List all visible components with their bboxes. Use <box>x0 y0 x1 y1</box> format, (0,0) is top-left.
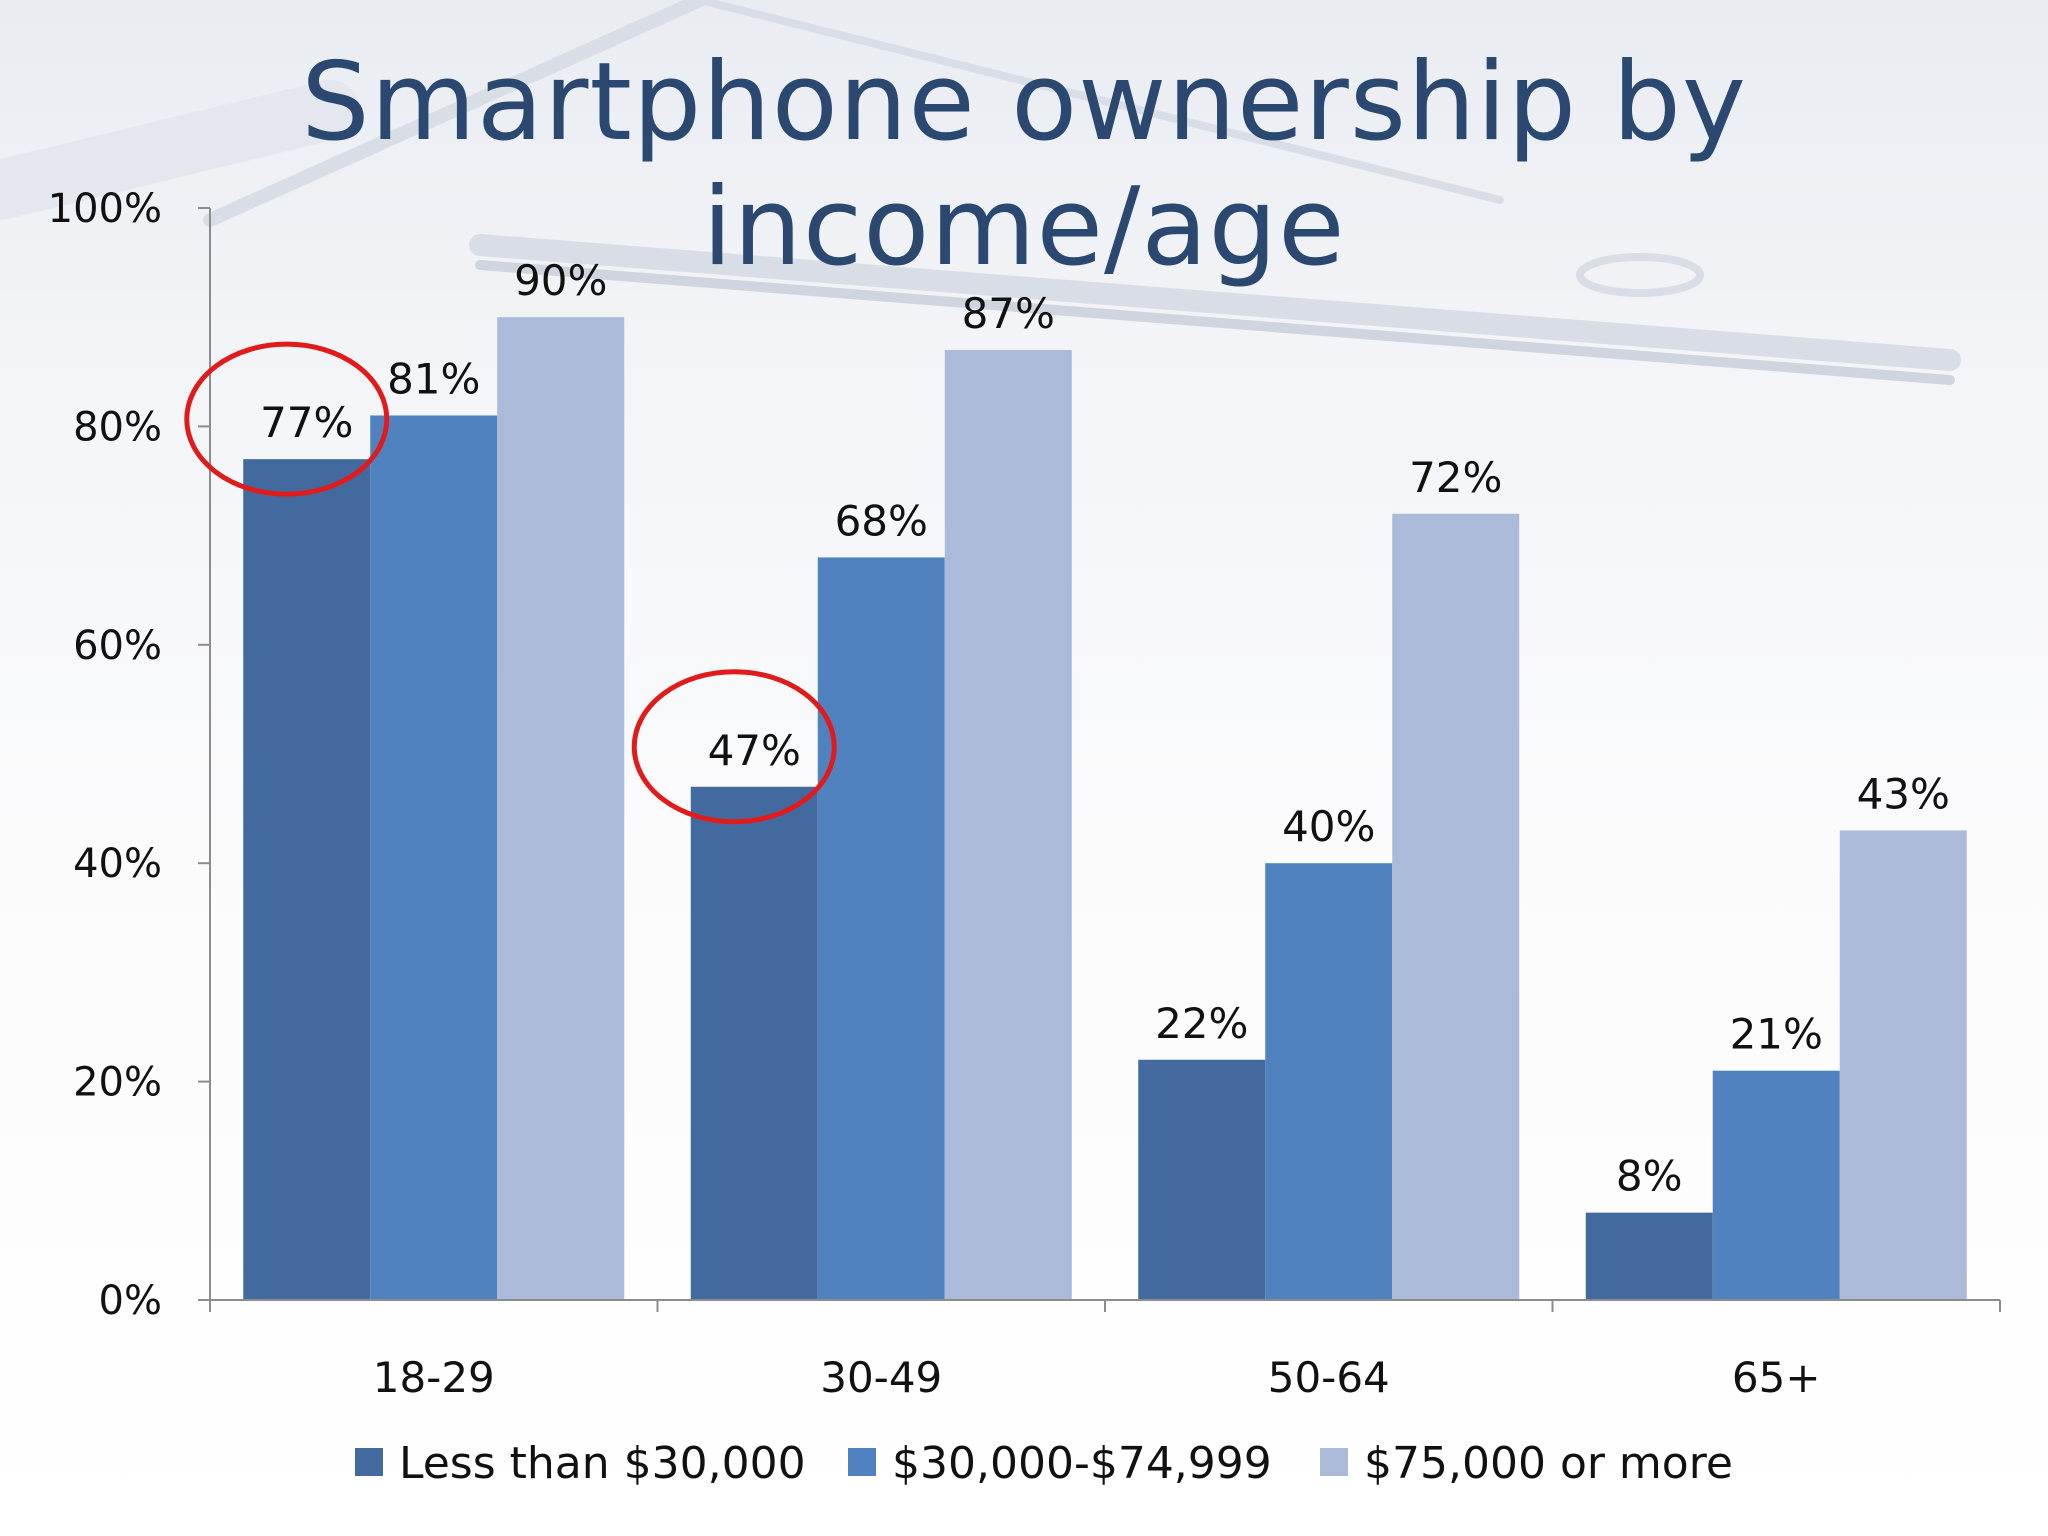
bar-30-49-2 <box>944 349 1072 1301</box>
legend-label: $75,000 or more <box>1364 1438 1733 1489</box>
slide-title: Smartphone ownership by income/age <box>301 40 1747 290</box>
legend-swatch <box>355 1448 383 1476</box>
y-tick-label: 20% <box>73 1060 162 1106</box>
bar-18-29-0 <box>243 459 371 1300</box>
data-label: 77% <box>260 398 353 447</box>
data-label: 90% <box>514 256 607 305</box>
y-tick-label: 60% <box>73 623 162 669</box>
bar-18-29-2 <box>497 317 625 1300</box>
data-label: 47% <box>708 726 801 775</box>
data-label: 72% <box>1409 453 1502 502</box>
bar-50-64-2 <box>1392 513 1520 1300</box>
x-tick-label: 18-29 <box>373 1353 495 1402</box>
data-label: 22% <box>1155 999 1248 1048</box>
bar-65+-1 <box>1712 1070 1840 1300</box>
bar-30-49-0 <box>690 786 818 1300</box>
legend-swatch <box>848 1448 876 1476</box>
x-tick-label: 65+ <box>1732 1353 1821 1402</box>
highlight-circle <box>184 341 390 497</box>
bar-50-64-1 <box>1265 863 1393 1300</box>
y-tick-label: 100% <box>48 186 162 232</box>
data-label: 81% <box>387 354 480 403</box>
data-label: 43% <box>1857 769 1950 818</box>
highlight-circle <box>631 669 837 825</box>
data-label: 40% <box>1282 802 1375 851</box>
x-tick-label: 50-64 <box>1268 1353 1390 1402</box>
y-ticks-layer: 0% 20% 40% 60% 80% 100% <box>48 186 210 1324</box>
data-label: 68% <box>835 496 928 545</box>
legend-swatch <box>1320 1448 1348 1476</box>
data-label: 8% <box>1616 1152 1683 1201</box>
y-tick-label: 80% <box>73 404 162 450</box>
y-tick-label: 0% <box>99 1278 162 1324</box>
bar-18-29-1 <box>370 415 498 1301</box>
y-tick-label: 40% <box>73 841 162 887</box>
data-labels-layer: 77% 81% 90% 47% 68% 87% 22% 40% 72% 8% 21% 43% <box>260 256 1950 1200</box>
x-tick-label: 30-49 <box>820 1353 942 1402</box>
annotation-circles <box>184 341 837 825</box>
legend-label: $30,000-$74,999 <box>892 1438 1272 1489</box>
x-ticks-layer: 18-29 30-49 50-64 65+ <box>209 1300 2001 1402</box>
bar-65+-2 <box>1839 830 1967 1300</box>
legend: Less than $30,000 $30,000-$74,999 $75,000 … <box>355 1438 1733 1489</box>
data-label: 87% <box>962 289 1055 338</box>
bar-50-64-0 <box>1138 1059 1266 1300</box>
legend-label: Less than $30,000 <box>399 1438 806 1489</box>
data-label: 21% <box>1730 1010 1823 1059</box>
bar-65+-0 <box>1585 1212 1713 1300</box>
bar-30-49-1 <box>817 557 945 1300</box>
bars-layer <box>243 317 1967 1301</box>
